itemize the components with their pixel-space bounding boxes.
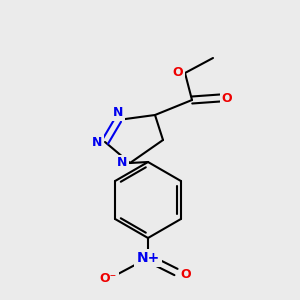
Text: N: N	[117, 157, 127, 169]
Text: N: N	[113, 106, 123, 119]
Text: O: O	[181, 268, 191, 281]
Text: N+: N+	[136, 251, 160, 265]
Text: O: O	[222, 92, 232, 104]
Text: O⁻: O⁻	[99, 272, 117, 284]
Text: O: O	[173, 67, 183, 80]
Text: N: N	[92, 136, 102, 148]
